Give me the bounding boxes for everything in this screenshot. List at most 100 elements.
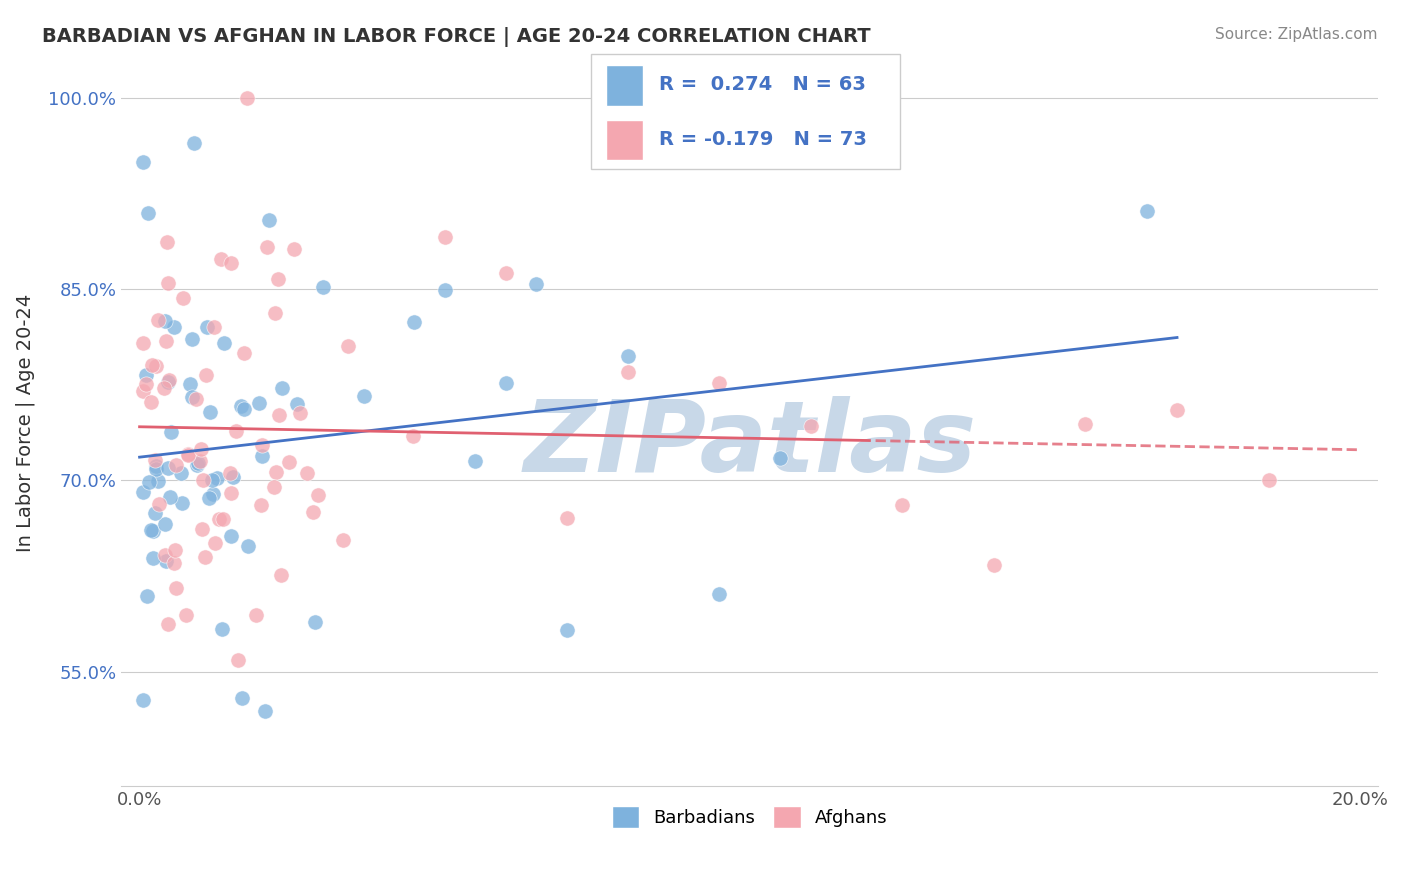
Point xyxy=(142,551,165,566)
Point xyxy=(271,381,294,395)
Point xyxy=(165,581,187,595)
Point xyxy=(132,335,155,350)
Point xyxy=(304,615,326,630)
Point xyxy=(170,466,193,480)
Point xyxy=(211,622,233,636)
Point xyxy=(464,454,486,468)
Point xyxy=(190,522,212,536)
Point xyxy=(250,449,273,463)
Point xyxy=(263,305,285,319)
Point xyxy=(277,454,299,468)
Point xyxy=(221,529,243,543)
Point xyxy=(617,365,640,379)
Point xyxy=(195,320,218,334)
Point xyxy=(146,313,169,327)
Point xyxy=(555,511,578,525)
Point xyxy=(157,372,180,386)
Point xyxy=(186,458,208,472)
Point xyxy=(202,319,225,334)
Point xyxy=(288,405,311,419)
Point xyxy=(269,409,291,423)
Point xyxy=(245,608,267,623)
Point xyxy=(187,456,209,470)
Point xyxy=(250,438,273,452)
Point xyxy=(709,587,731,601)
Point xyxy=(153,548,176,562)
Point xyxy=(143,506,166,520)
Point xyxy=(495,376,517,391)
Point xyxy=(135,368,157,382)
Point xyxy=(181,332,204,346)
Text: BARBADIAN VS AFGHAN IN LABOR FORCE | AGE 20-24 CORRELATION CHART: BARBADIAN VS AFGHAN IN LABOR FORCE | AGE… xyxy=(42,27,870,46)
Point xyxy=(295,466,318,480)
Point xyxy=(131,484,153,499)
Point xyxy=(250,498,273,512)
Point xyxy=(155,313,177,327)
Point xyxy=(156,375,179,389)
Point xyxy=(307,488,329,502)
Point xyxy=(264,465,287,479)
Point xyxy=(222,469,245,483)
Point xyxy=(138,206,160,220)
Point xyxy=(157,276,180,290)
Point xyxy=(177,448,200,462)
FancyBboxPatch shape xyxy=(591,54,900,169)
Point xyxy=(156,617,179,632)
Point xyxy=(247,395,270,409)
Point xyxy=(142,524,165,539)
Point xyxy=(202,487,225,501)
Point xyxy=(135,376,157,391)
Point xyxy=(233,401,256,416)
Point xyxy=(266,272,288,286)
Text: ZIPatlas: ZIPatlas xyxy=(523,396,976,493)
Point xyxy=(236,540,259,554)
Point xyxy=(135,590,157,604)
Point xyxy=(148,497,170,511)
Point xyxy=(283,242,305,256)
Point xyxy=(253,704,276,718)
Point xyxy=(218,466,240,480)
Point xyxy=(176,447,198,461)
Point xyxy=(555,623,578,637)
Point xyxy=(148,474,170,488)
FancyBboxPatch shape xyxy=(606,65,643,106)
Point xyxy=(153,517,176,532)
Point xyxy=(800,418,823,433)
Point xyxy=(188,454,211,468)
Point xyxy=(402,429,425,443)
Point xyxy=(172,291,194,305)
Point xyxy=(162,557,184,571)
Point xyxy=(209,252,232,266)
FancyBboxPatch shape xyxy=(606,120,643,161)
Point xyxy=(433,230,456,244)
Point xyxy=(983,558,1005,572)
Point xyxy=(163,319,186,334)
Point xyxy=(232,346,254,360)
Text: Source: ZipAtlas.com: Source: ZipAtlas.com xyxy=(1215,27,1378,42)
Text: R = -0.179   N = 73: R = -0.179 N = 73 xyxy=(658,130,866,149)
Point xyxy=(219,486,242,500)
Legend: Barbadians, Afghans: Barbadians, Afghans xyxy=(605,799,894,836)
Point xyxy=(141,358,163,372)
Point xyxy=(139,394,162,409)
Point xyxy=(179,377,201,392)
Point xyxy=(145,461,167,475)
Point xyxy=(195,368,218,382)
Point xyxy=(186,392,208,406)
Point xyxy=(1074,417,1097,431)
Point xyxy=(160,425,183,439)
Point xyxy=(145,359,167,374)
Point xyxy=(270,567,292,582)
Point xyxy=(198,491,221,505)
Point xyxy=(1166,403,1188,417)
Point xyxy=(219,256,242,270)
Text: R =  0.274   N = 63: R = 0.274 N = 63 xyxy=(658,75,866,95)
Point xyxy=(131,155,153,169)
Point xyxy=(332,533,354,547)
Point xyxy=(174,607,197,622)
Point xyxy=(353,389,375,403)
Point xyxy=(225,425,247,439)
Point xyxy=(257,213,280,227)
Point xyxy=(191,473,214,487)
Point xyxy=(138,475,160,489)
